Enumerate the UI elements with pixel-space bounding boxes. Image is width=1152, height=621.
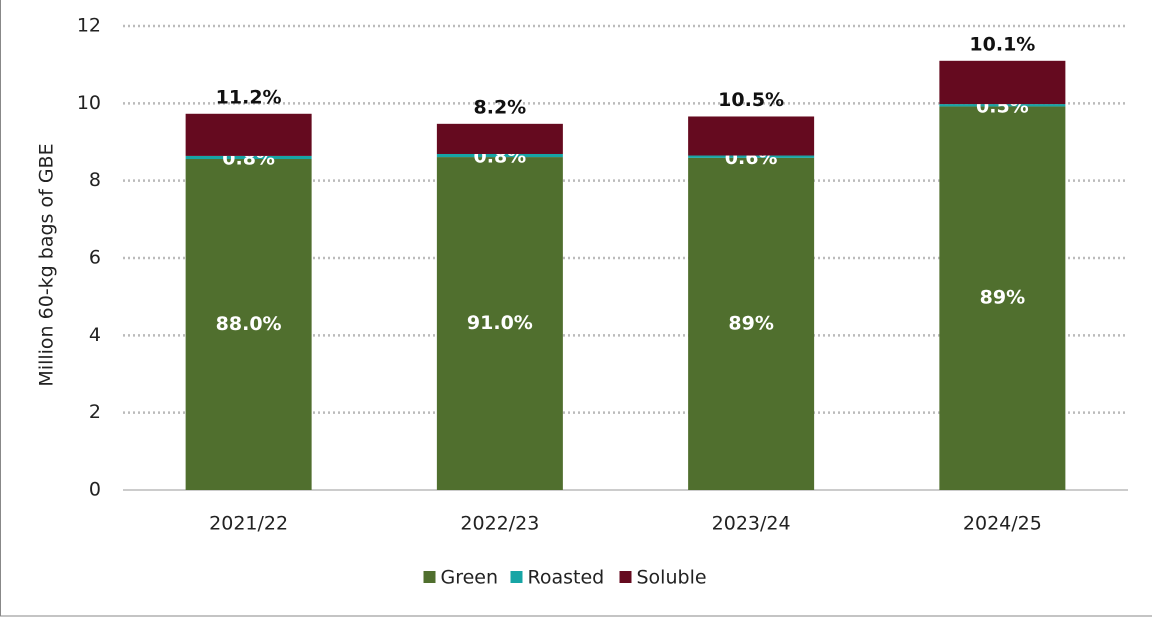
x-tick-label: 2023/24 [712,513,791,535]
bar-segment [186,114,312,156]
y-tick-label: 8 [89,169,101,191]
legend-swatch [511,571,523,583]
data-label: 88.0% [216,313,282,335]
x-tick-label: 2024/25 [963,513,1042,535]
x-tick-label: 2021/22 [209,513,288,535]
bar-segment [939,61,1065,104]
legend-swatch [424,571,436,583]
data-label: 11.2% [216,86,282,108]
x-tick-label: 2022/23 [460,513,539,535]
bar-segment [437,124,563,154]
y-tick-label: 12 [77,15,101,37]
y-tick-label: 2 [89,401,101,423]
y-tick-label: 4 [89,324,101,346]
legend-label: Roasted [528,567,605,589]
data-label: 10.1% [969,33,1035,55]
legend-swatch [620,571,632,583]
data-label: 8.2% [474,96,527,118]
y-tick-label: 0 [89,479,101,501]
data-label: 89% [980,287,1025,309]
bar-segment [688,116,814,155]
data-label: 91.0% [467,312,533,334]
y-tick-label: 6 [89,247,101,269]
legend-label: Green [441,567,499,589]
data-label: 89% [728,312,773,334]
data-label: 10.5% [718,89,784,111]
y-axis-label: Million 60-kg bags of GBE [36,143,58,386]
y-tick-label: 10 [77,92,101,114]
legend-label: Soluble [637,567,707,589]
